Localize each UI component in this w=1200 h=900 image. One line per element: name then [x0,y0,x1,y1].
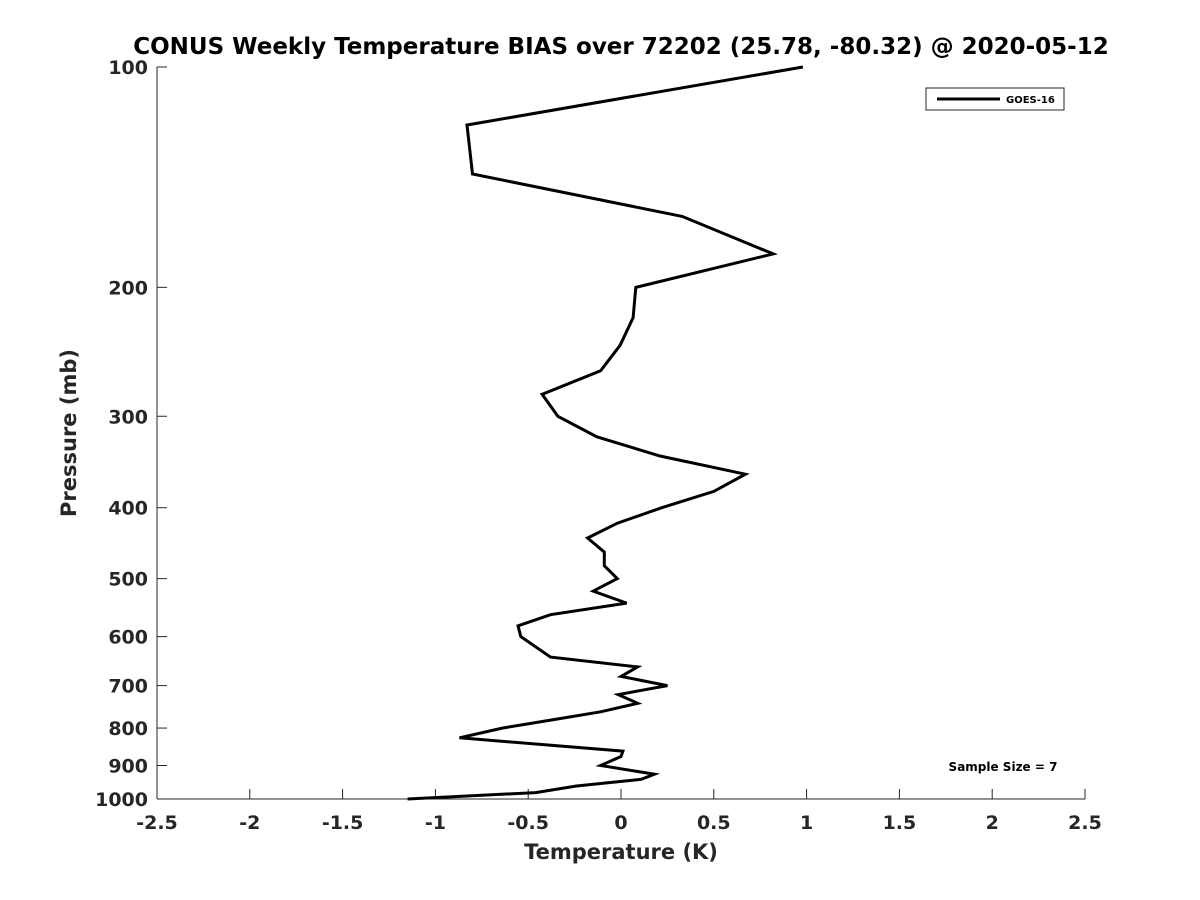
x-tick-label: 2 [986,812,999,834]
series-line-goes-16 [407,65,804,801]
y-tick-label: 900 [108,756,148,778]
y-tick-label: 1000 [95,789,148,811]
x-tick-label: -1.5 [322,812,364,834]
y-tick-label: 800 [108,718,148,740]
y-tick-label: 700 [108,676,148,698]
x-tick-label: 0.5 [697,812,731,834]
legend: GOES-16 [925,87,1065,111]
plot-area [157,67,1085,799]
y-tick-label: 500 [108,569,148,591]
x-tick-label: -2.5 [136,812,178,834]
x-axis-label: Temperature (K) [524,840,718,864]
y-tick-label: 400 [108,498,148,520]
y-tick-label: 100 [108,57,148,79]
x-tick-label: 1 [800,812,813,834]
legend-entry-goes-16: GOES-16 [1006,95,1055,106]
y-tick-label: 200 [108,277,148,299]
x-tick-label: -0.5 [507,812,549,834]
y-tick-label: 300 [108,406,148,428]
x-tick-label: 2.5 [1068,812,1102,834]
chart-title: CONUS Weekly Temperature BIAS over 72202… [133,34,1108,60]
x-tick-label: -1 [425,812,446,834]
sample-size-annotation: Sample Size = 7 [949,760,1058,774]
y-tick-label: 600 [108,627,148,649]
y-axis-label: Pressure (mb) [57,349,81,517]
x-tick-label: 0 [614,812,627,834]
x-tick-label: -2 [239,812,260,834]
x-tick-label: 1.5 [883,812,917,834]
